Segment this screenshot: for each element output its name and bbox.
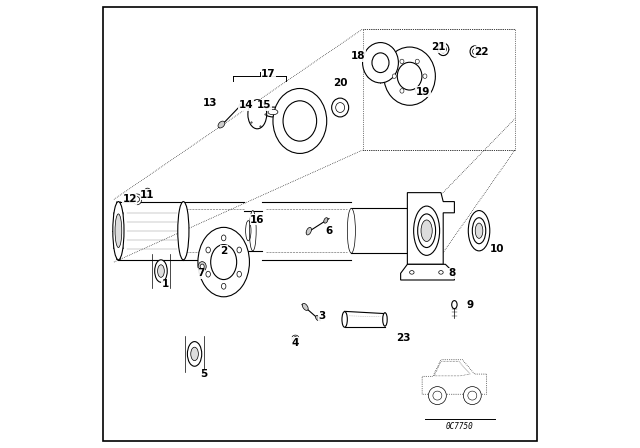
Ellipse shape bbox=[206, 247, 211, 253]
Ellipse shape bbox=[439, 271, 444, 274]
Ellipse shape bbox=[283, 101, 317, 141]
Text: 6: 6 bbox=[325, 226, 333, 236]
Ellipse shape bbox=[410, 271, 414, 274]
Circle shape bbox=[468, 391, 477, 400]
Ellipse shape bbox=[400, 59, 404, 64]
Circle shape bbox=[428, 387, 446, 405]
Ellipse shape bbox=[470, 46, 479, 57]
Ellipse shape bbox=[383, 313, 387, 326]
Text: 13: 13 bbox=[203, 98, 218, 108]
Text: 9: 9 bbox=[467, 300, 474, 310]
Text: 1: 1 bbox=[162, 280, 169, 289]
Text: 4: 4 bbox=[292, 338, 299, 348]
Text: 16: 16 bbox=[250, 215, 264, 224]
Ellipse shape bbox=[250, 211, 256, 251]
Ellipse shape bbox=[248, 100, 267, 129]
Ellipse shape bbox=[438, 43, 449, 56]
Ellipse shape bbox=[468, 211, 490, 251]
Ellipse shape bbox=[302, 303, 308, 310]
Text: 8: 8 bbox=[449, 268, 456, 278]
Text: 15: 15 bbox=[257, 100, 271, 110]
Ellipse shape bbox=[362, 43, 398, 83]
Ellipse shape bbox=[397, 62, 422, 90]
Ellipse shape bbox=[476, 223, 483, 238]
Ellipse shape bbox=[191, 347, 198, 361]
Text: 22: 22 bbox=[474, 47, 488, 56]
Text: 3: 3 bbox=[319, 311, 326, 321]
Ellipse shape bbox=[239, 103, 244, 108]
Polygon shape bbox=[407, 193, 454, 264]
Ellipse shape bbox=[336, 103, 345, 112]
Ellipse shape bbox=[413, 206, 440, 255]
Ellipse shape bbox=[472, 49, 477, 54]
Ellipse shape bbox=[132, 194, 141, 205]
Ellipse shape bbox=[415, 89, 419, 93]
Ellipse shape bbox=[324, 218, 328, 223]
Polygon shape bbox=[422, 360, 486, 394]
Text: 18: 18 bbox=[351, 51, 365, 61]
Ellipse shape bbox=[115, 214, 122, 247]
Circle shape bbox=[463, 387, 481, 405]
Ellipse shape bbox=[400, 89, 404, 93]
Ellipse shape bbox=[452, 301, 457, 309]
Ellipse shape bbox=[264, 107, 282, 117]
Text: 19: 19 bbox=[416, 87, 430, 97]
Ellipse shape bbox=[178, 202, 189, 260]
Ellipse shape bbox=[198, 262, 206, 271]
Ellipse shape bbox=[146, 190, 149, 195]
Ellipse shape bbox=[113, 202, 124, 260]
Ellipse shape bbox=[306, 228, 312, 235]
Text: 20: 20 bbox=[333, 78, 348, 88]
Text: 12: 12 bbox=[122, 194, 137, 204]
Text: 0C7750: 0C7750 bbox=[446, 422, 474, 431]
Ellipse shape bbox=[292, 335, 299, 341]
Ellipse shape bbox=[135, 197, 140, 202]
Ellipse shape bbox=[372, 53, 389, 73]
Ellipse shape bbox=[218, 121, 225, 128]
Text: 11: 11 bbox=[140, 190, 155, 200]
Ellipse shape bbox=[472, 218, 486, 244]
Ellipse shape bbox=[144, 188, 151, 197]
Text: 7: 7 bbox=[198, 268, 205, 278]
Ellipse shape bbox=[392, 74, 396, 78]
Ellipse shape bbox=[237, 247, 241, 253]
Circle shape bbox=[433, 391, 442, 400]
Text: 10: 10 bbox=[490, 244, 504, 254]
Ellipse shape bbox=[342, 312, 348, 327]
Ellipse shape bbox=[221, 235, 226, 241]
Ellipse shape bbox=[157, 265, 164, 277]
Ellipse shape bbox=[440, 46, 446, 53]
Ellipse shape bbox=[273, 89, 327, 154]
Ellipse shape bbox=[188, 341, 202, 366]
Ellipse shape bbox=[332, 98, 349, 117]
Text: 5: 5 bbox=[200, 369, 207, 379]
Text: 17: 17 bbox=[261, 69, 276, 79]
Ellipse shape bbox=[198, 228, 250, 297]
Ellipse shape bbox=[423, 74, 427, 78]
Ellipse shape bbox=[237, 271, 241, 277]
Ellipse shape bbox=[268, 109, 278, 115]
Ellipse shape bbox=[421, 220, 432, 241]
Ellipse shape bbox=[211, 245, 237, 280]
Ellipse shape bbox=[415, 59, 419, 64]
Ellipse shape bbox=[221, 284, 226, 289]
Ellipse shape bbox=[348, 208, 355, 253]
Text: 2: 2 bbox=[220, 246, 227, 256]
Text: 23: 23 bbox=[396, 333, 410, 343]
Text: 14: 14 bbox=[239, 100, 253, 110]
Ellipse shape bbox=[294, 337, 297, 340]
Text: 21: 21 bbox=[431, 42, 446, 52]
Polygon shape bbox=[435, 362, 470, 376]
Ellipse shape bbox=[155, 260, 167, 282]
Ellipse shape bbox=[384, 47, 435, 105]
Ellipse shape bbox=[316, 315, 320, 321]
Ellipse shape bbox=[418, 214, 436, 247]
Polygon shape bbox=[401, 264, 454, 280]
Ellipse shape bbox=[206, 271, 211, 277]
Ellipse shape bbox=[200, 264, 204, 269]
